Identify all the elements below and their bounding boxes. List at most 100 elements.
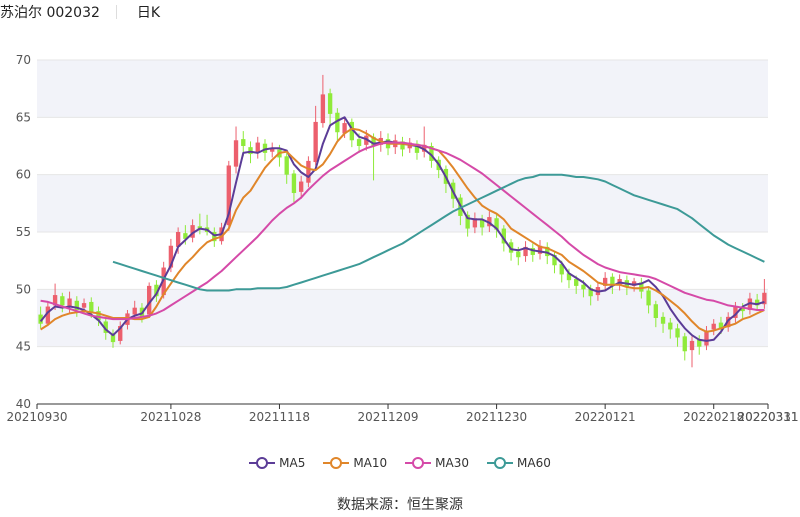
candle-down [89, 301, 94, 313]
stock-name: 苏泊尔 002032 [0, 5, 100, 21]
grid-band [37, 174, 768, 232]
y-tick-label: 50 [16, 282, 31, 296]
x-tick-label: 20210930 [6, 410, 67, 424]
legend-item-ma10[interactable]: MA10 [323, 456, 387, 470]
candle-down [335, 112, 340, 133]
candle-up [762, 292, 767, 305]
x-tick-label: 20220311 [737, 410, 798, 424]
grid-band [37, 60, 768, 118]
candle-up [118, 326, 123, 341]
candlestick-chart: 40 45 50 55 60 65 70 20210930 20211028 20211118 20… [6, 53, 798, 424]
candle-up [52, 295, 58, 306]
candle-down [212, 232, 217, 242]
candle-up [81, 303, 87, 308]
candle-up [233, 140, 239, 167]
candle-down [429, 146, 434, 161]
candle-down [197, 226, 203, 229]
y-tick-label: 55 [16, 225, 31, 239]
candle-down [653, 304, 658, 318]
candle-up [689, 340, 695, 351]
candle-up [132, 307, 137, 315]
candle-down [697, 339, 702, 347]
candle-down [516, 251, 521, 258]
y-tick-label: 45 [16, 340, 31, 354]
y-tick-label: 65 [16, 110, 31, 124]
candle-up [168, 245, 174, 268]
candle-up [190, 225, 195, 238]
candle-down [530, 248, 535, 255]
candle-up [602, 277, 608, 286]
legend-item-ma5[interactable]: MA5 [249, 456, 305, 470]
candle-down [479, 219, 485, 228]
candle-up [270, 148, 275, 152]
candle-down [74, 300, 79, 310]
candle-up [523, 246, 528, 257]
candle-down [183, 233, 188, 239]
legend-item-ma60[interactable]: MA60 [487, 456, 551, 470]
candle-down [718, 322, 724, 329]
candle-down [110, 334, 116, 343]
candle-up [733, 306, 738, 318]
candle-up [631, 281, 637, 286]
candle-up [704, 330, 709, 346]
candle-up [537, 245, 543, 254]
candle-down [675, 328, 680, 338]
legend-label: MA60 [517, 456, 551, 470]
x-tick-label: 20220121 [575, 410, 636, 424]
candle-up [472, 218, 478, 228]
legend-item-ma30[interactable]: MA30 [405, 456, 469, 470]
candle-down [241, 139, 246, 146]
candle-down [574, 279, 579, 286]
x-tick-label: 20211118 [249, 410, 310, 424]
candle-down [60, 296, 65, 306]
candle-down [103, 321, 108, 333]
candle-down [356, 139, 362, 146]
candle-down [588, 288, 593, 297]
candle-down [639, 282, 644, 292]
candle-up [67, 298, 72, 307]
x-tick-label: 20211028 [140, 410, 201, 424]
candle-down [291, 173, 297, 194]
candle-up [711, 323, 716, 330]
candle-down [581, 284, 586, 290]
candle-down [96, 311, 101, 321]
ma10-line [40, 127, 765, 333]
candle-down [465, 214, 470, 229]
candle-down [559, 264, 564, 275]
candle-up [306, 160, 311, 183]
candle-down [545, 246, 550, 257]
candle-down [494, 218, 499, 230]
legend-symbol [323, 457, 350, 469]
header-divider [115, 5, 117, 19]
candle-down [566, 273, 572, 281]
candle-down [371, 136, 376, 146]
x-tick-label: 20211209 [357, 410, 418, 424]
candle-down [740, 307, 745, 312]
candle-up [342, 123, 347, 134]
legend-label: MA5 [279, 456, 306, 470]
candle-down [38, 314, 43, 324]
candle-down [284, 156, 289, 175]
candle-down [552, 254, 557, 266]
candle-down [660, 316, 666, 324]
grid-band [37, 289, 768, 347]
candle-down [400, 141, 405, 150]
period-tab-daily[interactable]: 日K [136, 5, 161, 21]
candle-down [754, 299, 760, 306]
candle-up [175, 232, 181, 247]
candle-down [349, 121, 355, 141]
y-tick-label: 60 [16, 168, 31, 182]
data-source-name: 恒生聚源 [407, 497, 463, 513]
y-tick-label: 40 [16, 397, 31, 411]
candle-up [299, 181, 304, 192]
legend-symbol [405, 457, 432, 469]
data-source: 数据来源：恒生聚源 [0, 494, 800, 514]
candle-down [154, 284, 159, 297]
candle-up [422, 144, 427, 152]
legend-label: MA30 [435, 456, 470, 470]
candle-down [646, 290, 651, 306]
data-source-label: 数据来源： [337, 497, 407, 513]
candle-down [248, 147, 253, 155]
candle-down [262, 143, 268, 153]
candle-down [668, 322, 673, 330]
